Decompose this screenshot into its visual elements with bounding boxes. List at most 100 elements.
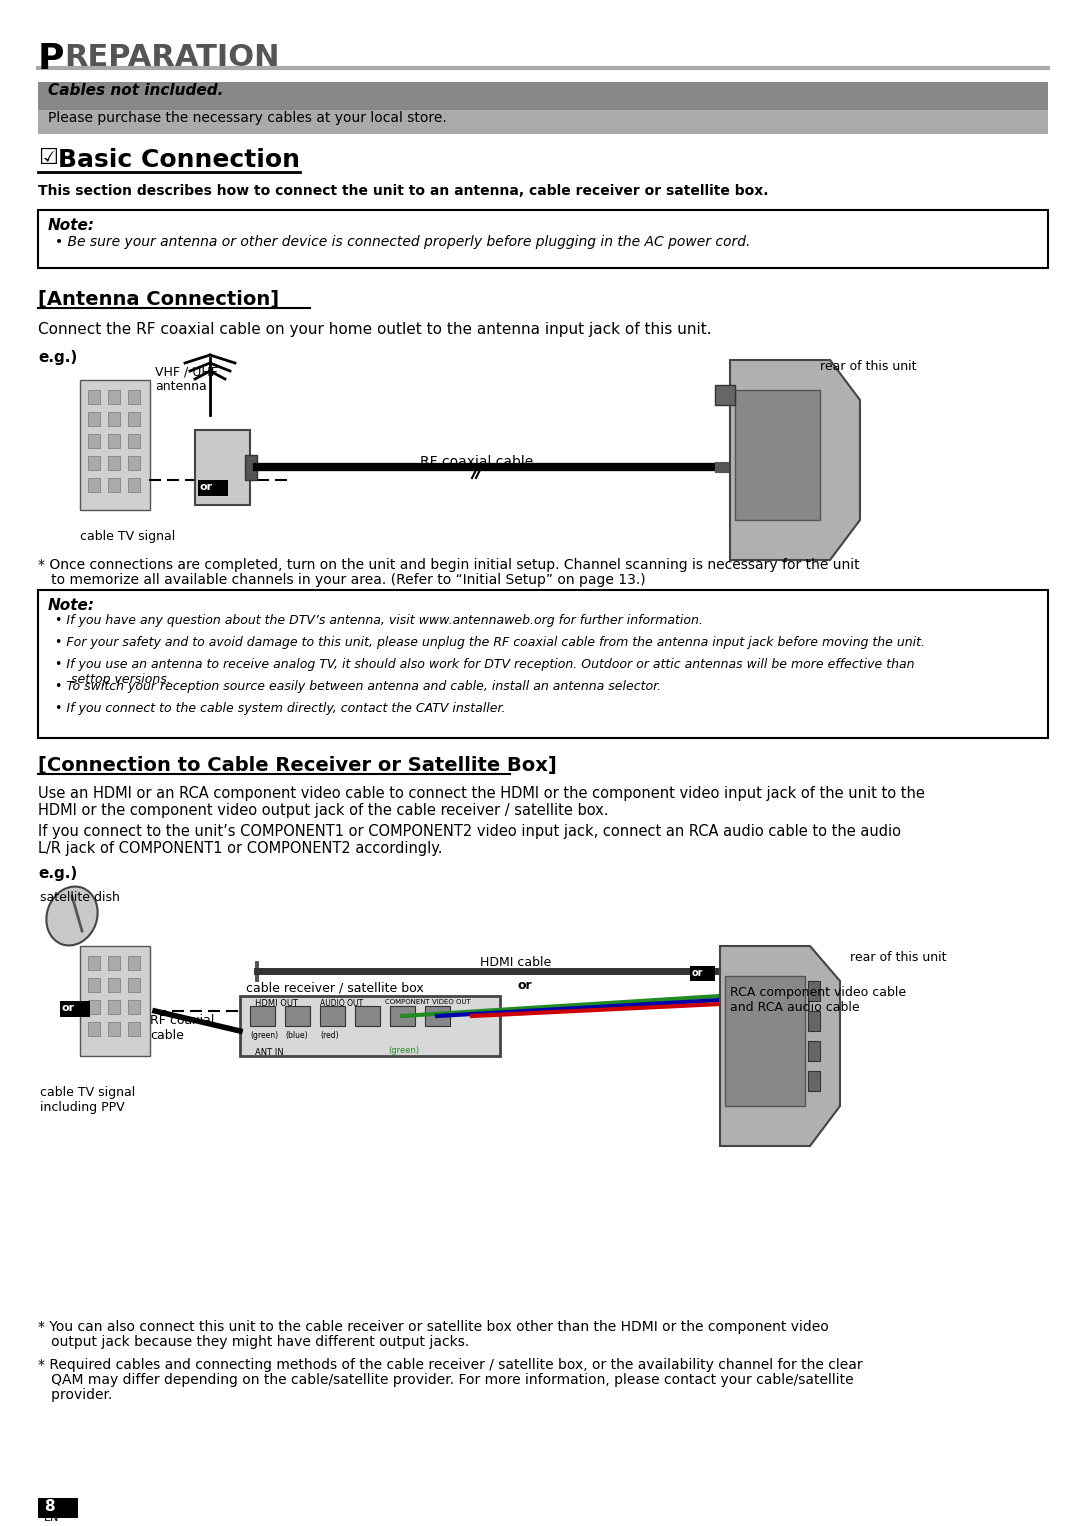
Text: Use an HDMI or an RCA component video cable to connect the HDMI or the component: Use an HDMI or an RCA component video ca… bbox=[38, 786, 924, 818]
Text: • If you have any question about the DTV’s antenna, visit www.antennaweb.org for: • If you have any question about the DTV… bbox=[55, 613, 703, 627]
Text: or: or bbox=[517, 980, 532, 992]
Text: (green): (green) bbox=[249, 1032, 279, 1041]
Bar bbox=[129, 955, 140, 971]
Text: • For your safety and to avoid damage to this unit, please unplug the RF coaxial: • For your safety and to avoid damage to… bbox=[55, 636, 924, 649]
Text: HDMI cable: HDMI cable bbox=[480, 955, 551, 969]
Bar bbox=[129, 391, 140, 404]
Bar bbox=[426, 1006, 450, 1025]
Text: rear of this unit: rear of this unit bbox=[850, 951, 946, 964]
Text: * You can also connect this unit to the cable receiver or satellite box other th: * You can also connect this unit to the … bbox=[38, 1320, 828, 1334]
Text: RCA component video cable
and RCA audio cable: RCA component video cable and RCA audio … bbox=[730, 986, 906, 1013]
Bar bbox=[808, 1041, 820, 1061]
Text: This section describes how to connect the unit to an antenna, cable receiver or : This section describes how to connect th… bbox=[38, 185, 769, 198]
Bar bbox=[108, 433, 120, 449]
Text: (blue): (blue) bbox=[285, 1032, 308, 1041]
Text: Cables not included.: Cables not included. bbox=[48, 82, 224, 98]
Text: (red): (red) bbox=[320, 1032, 339, 1041]
Text: e.g.): e.g.) bbox=[38, 865, 78, 881]
Bar bbox=[195, 430, 249, 505]
Bar bbox=[320, 1006, 345, 1025]
Bar bbox=[87, 1000, 100, 1013]
Bar bbox=[355, 1006, 380, 1025]
Text: provider.: provider. bbox=[38, 1389, 112, 1402]
Polygon shape bbox=[720, 946, 840, 1146]
Text: COMPONENT VIDEO OUT: COMPONENT VIDEO OUT bbox=[384, 1000, 471, 1006]
Text: * Required cables and connecting methods of the cable receiver / satellite box, : * Required cables and connecting methods… bbox=[38, 1358, 863, 1372]
Bar bbox=[108, 978, 120, 992]
Bar bbox=[240, 996, 500, 1056]
Text: Note:: Note: bbox=[48, 218, 95, 233]
Text: e.g.): e.g.) bbox=[38, 349, 78, 365]
Text: output jack because they might have different output jacks.: output jack because they might have diff… bbox=[38, 1335, 469, 1349]
Bar bbox=[87, 955, 100, 971]
Bar bbox=[390, 1006, 415, 1025]
Text: * Once connections are completed, turn on the unit and begin initial setup. Chan: * Once connections are completed, turn o… bbox=[38, 559, 860, 572]
Bar bbox=[108, 1022, 120, 1036]
Text: QAM may differ depending on the cable/satellite provider. For more information, : QAM may differ depending on the cable/sa… bbox=[38, 1373, 853, 1387]
Text: 8: 8 bbox=[44, 1499, 55, 1514]
Text: Please purchase the necessary cables at your local store.: Please purchase the necessary cables at … bbox=[48, 111, 447, 125]
Bar bbox=[129, 978, 140, 992]
Bar bbox=[87, 456, 100, 470]
Text: or: or bbox=[62, 1003, 76, 1013]
Bar bbox=[808, 1071, 820, 1091]
Text: HDMI OUT: HDMI OUT bbox=[255, 1000, 298, 1009]
Text: Connect the RF coaxial cable on your home outlet to the antenna input jack of th: Connect the RF coaxial cable on your hom… bbox=[38, 322, 712, 337]
Text: or: or bbox=[200, 482, 213, 491]
Ellipse shape bbox=[46, 887, 97, 946]
Bar bbox=[87, 391, 100, 404]
Text: RF coaxial cable: RF coaxial cable bbox=[420, 455, 534, 468]
Text: P: P bbox=[38, 43, 65, 76]
Bar bbox=[249, 1006, 275, 1025]
Text: EN: EN bbox=[44, 1512, 59, 1523]
Text: (green): (green) bbox=[388, 1045, 419, 1054]
Text: Note:: Note: bbox=[48, 598, 95, 613]
Text: • To switch your reception source easily between antenna and cable, install an a: • To switch your reception source easily… bbox=[55, 681, 661, 693]
Polygon shape bbox=[730, 360, 860, 560]
Text: or: or bbox=[692, 967, 703, 978]
Text: cable receiver / satellite box: cable receiver / satellite box bbox=[246, 981, 423, 993]
Bar bbox=[80, 946, 150, 1056]
Bar bbox=[38, 110, 1048, 134]
Text: AUDIO OUT: AUDIO OUT bbox=[320, 1000, 363, 1009]
Text: • Be sure your antenna or other device is connected properly before plugging in : • Be sure your antenna or other device i… bbox=[55, 235, 751, 249]
Bar bbox=[129, 1000, 140, 1013]
Bar bbox=[38, 591, 1048, 739]
Bar bbox=[690, 966, 715, 981]
Text: [Connection to Cable Receiver or Satellite Box]: [Connection to Cable Receiver or Satelli… bbox=[38, 755, 557, 775]
Text: cable TV signal: cable TV signal bbox=[80, 530, 175, 543]
Text: to memorize all available channels in your area. (Refer to “Initial Setup” on pa: to memorize all available channels in yo… bbox=[38, 572, 646, 588]
Bar bbox=[87, 478, 100, 491]
Text: If you connect to the unit’s COMPONENT1 or COMPONENT2 video input jack, connect : If you connect to the unit’s COMPONENT1 … bbox=[38, 824, 901, 856]
Bar bbox=[80, 380, 150, 510]
Bar bbox=[198, 481, 228, 496]
Bar bbox=[129, 456, 140, 470]
Bar bbox=[38, 82, 1048, 110]
Bar bbox=[129, 478, 140, 491]
Text: [Antenna Connection]: [Antenna Connection] bbox=[38, 290, 279, 308]
Bar bbox=[87, 433, 100, 449]
Bar bbox=[129, 1022, 140, 1036]
Bar bbox=[129, 412, 140, 426]
Text: Basic Connection: Basic Connection bbox=[58, 148, 300, 172]
Bar bbox=[725, 977, 805, 1106]
Text: rear of this unit: rear of this unit bbox=[820, 360, 917, 372]
Bar bbox=[255, 961, 258, 981]
Bar bbox=[715, 385, 735, 404]
Bar bbox=[87, 412, 100, 426]
Bar bbox=[245, 455, 257, 481]
Text: • If you use an antenna to receive analog TV, it should also work for DTV recept: • If you use an antenna to receive analo… bbox=[55, 658, 915, 687]
Bar bbox=[38, 211, 1048, 269]
Bar bbox=[87, 1022, 100, 1036]
Bar bbox=[108, 391, 120, 404]
Bar bbox=[60, 1001, 90, 1016]
Bar bbox=[108, 412, 120, 426]
Text: ANT IN: ANT IN bbox=[255, 1048, 284, 1058]
Bar bbox=[108, 1000, 120, 1013]
Bar bbox=[108, 456, 120, 470]
Text: satellite dish: satellite dish bbox=[40, 891, 120, 903]
Text: • If you connect to the cable system directly, contact the CATV installer.: • If you connect to the cable system dir… bbox=[55, 702, 505, 716]
Bar bbox=[38, 1499, 78, 1518]
Bar bbox=[108, 955, 120, 971]
Bar bbox=[735, 391, 820, 520]
